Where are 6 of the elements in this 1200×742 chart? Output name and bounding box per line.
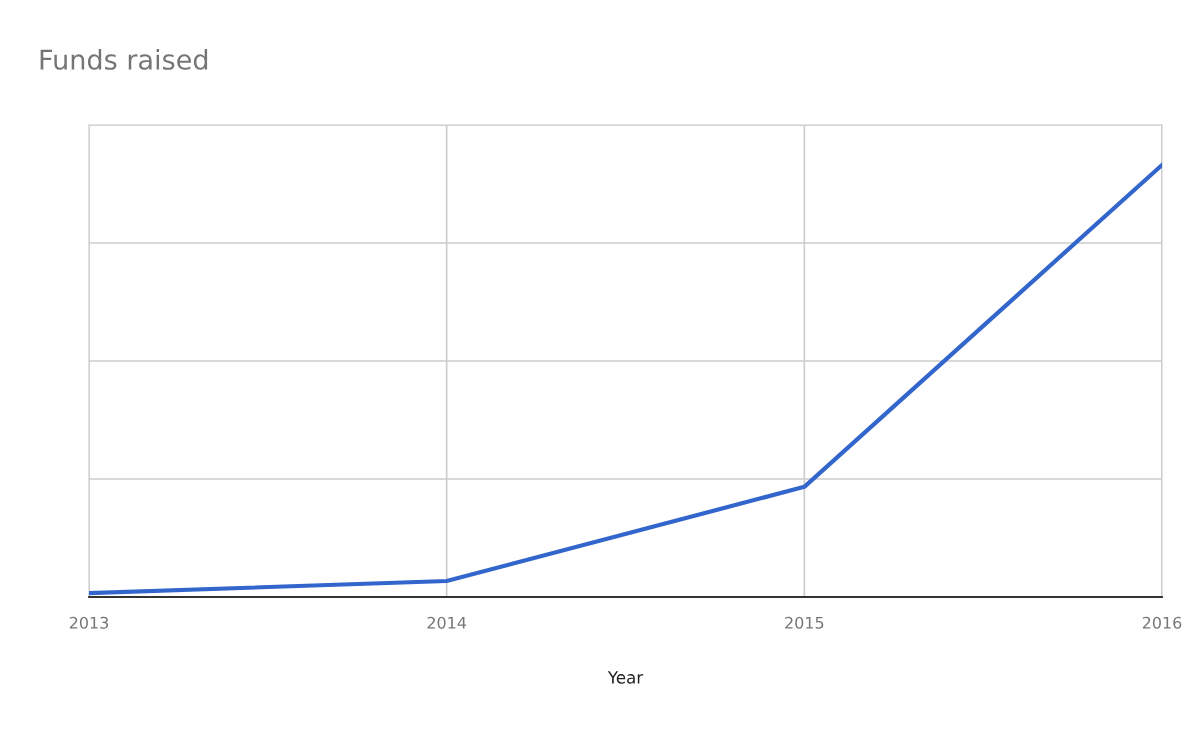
x-tick-label: 2014 [427, 616, 467, 629]
x-tick-label: 2013 [69, 616, 109, 629]
x-tick-label: 2015 [785, 616, 824, 629]
x-tick-label: 2016 [1142, 616, 1182, 629]
x-axis-title: Year [607, 671, 644, 684]
chart-title: Funds raised [40, 48, 208, 70]
